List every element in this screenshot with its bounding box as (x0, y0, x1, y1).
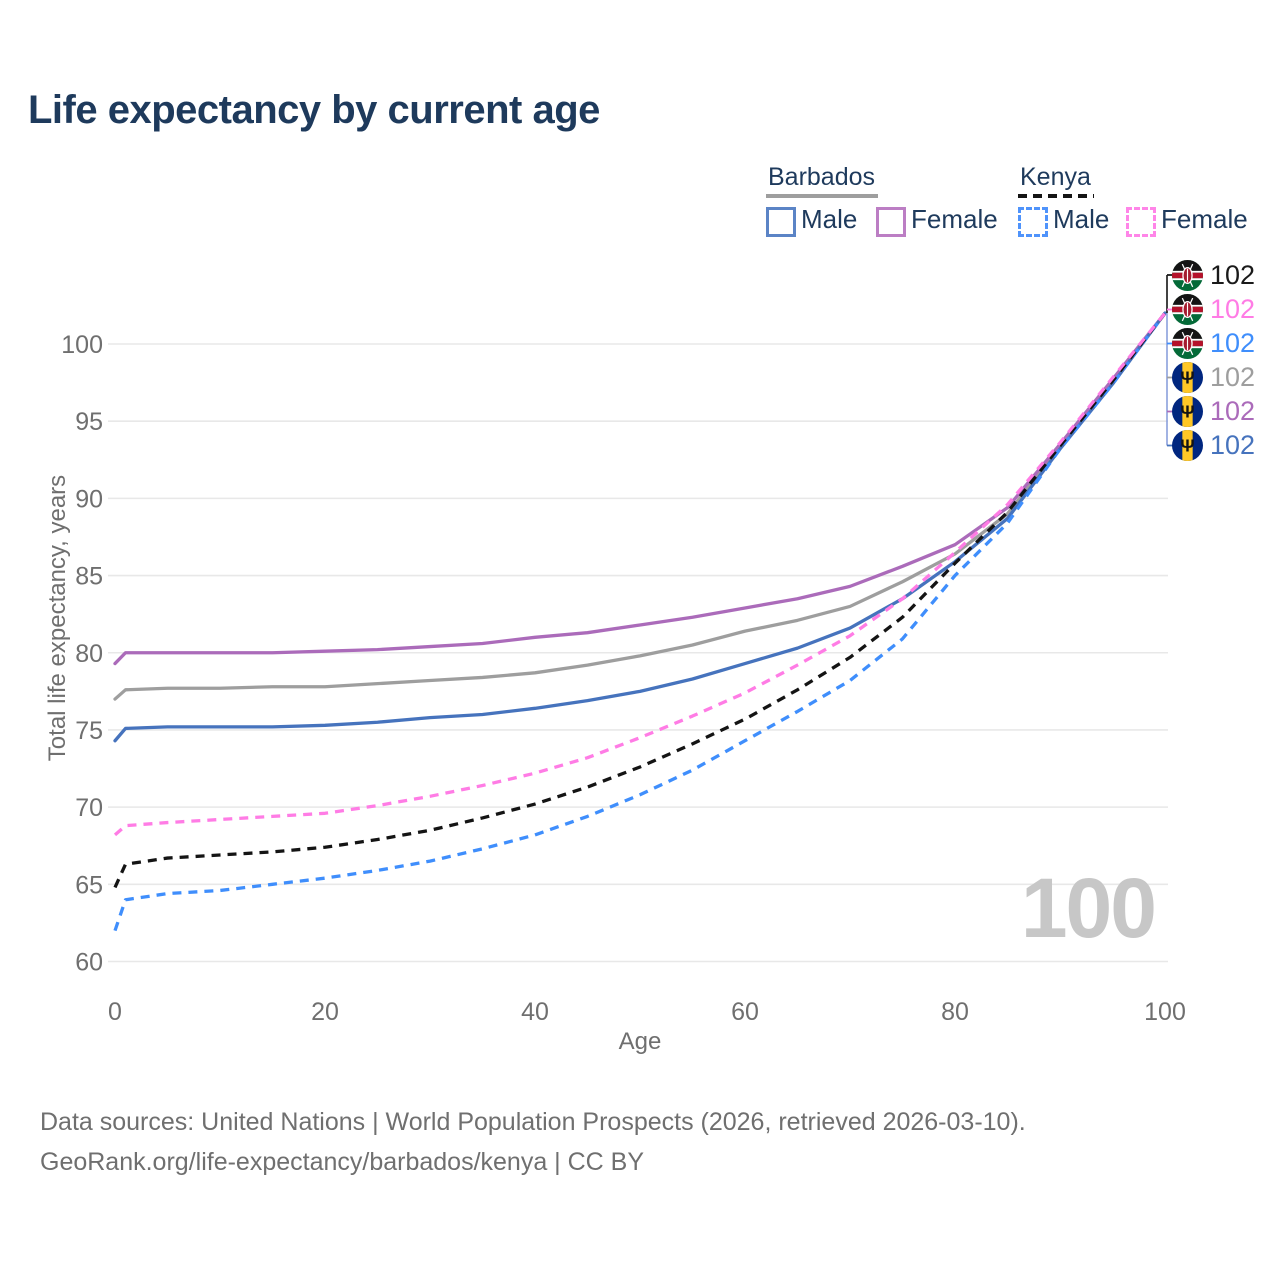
end-value: 102 (1210, 294, 1256, 324)
svg-text:65: 65 (75, 871, 103, 899)
svg-text:60: 60 (731, 998, 759, 1026)
legend-label-barbados-male[interactable]: Male (801, 204, 858, 234)
svg-text:20: 20 (311, 998, 339, 1026)
svg-text:90: 90 (75, 485, 103, 513)
end-value: 102 (1210, 259, 1256, 290)
svg-text:Ψ: Ψ (1180, 436, 1194, 456)
end-label-barbados-male: Ψ 102 (1172, 430, 1255, 462)
svg-text:40: 40 (521, 998, 549, 1026)
svg-text:80: 80 (75, 640, 103, 668)
svg-text:75: 75 (75, 717, 103, 745)
legend-swatch-kenya-male[interactable] (1018, 207, 1048, 237)
svg-text:80: 80 (941, 998, 969, 1026)
legend-swatch-barbados-male[interactable] (766, 207, 796, 237)
end-label-barbados-female: Ψ 102 (1172, 396, 1255, 428)
svg-text:70: 70 (75, 794, 103, 822)
end-label-kenya-female: 102 (1172, 294, 1255, 326)
barbados-flag-icon: Ψ (1172, 362, 1203, 393)
legend-group-kenya: Kenya (1020, 163, 1091, 191)
attribution-link[interactable]: GeoRank.org/life-expectancy/barbados/ken… (40, 1148, 645, 1176)
barbados-flag-icon: Ψ (1172, 430, 1203, 461)
svg-text:Ψ: Ψ (1180, 368, 1194, 388)
data-sources-text: Data sources: United Nations | World Pop… (40, 1108, 1026, 1136)
x-axis-title: Age (618, 1028, 662, 1055)
svg-text:100: 100 (61, 331, 103, 359)
end-label-kenya-male: 102 (1172, 328, 1255, 360)
end-label-barbados-total: Ψ 102 (1172, 362, 1255, 394)
svg-text:95: 95 (75, 408, 103, 436)
end-value: 102 (1210, 328, 1256, 358)
legend-underline-solid (766, 194, 878, 198)
kenya-flag-icon (1172, 294, 1203, 325)
legend-label-kenya-female[interactable]: Female (1161, 204, 1248, 234)
legend-underline-dashed (1018, 194, 1094, 198)
legend-label-barbados-female[interactable]: Female (911, 204, 998, 234)
barbados-flag-icon: Ψ (1172, 396, 1203, 427)
legend-label-kenya-male[interactable]: Male (1053, 204, 1110, 234)
end-value: 102 (1210, 362, 1256, 392)
end-label-kenya-total: 102 (1172, 259, 1255, 291)
legend-group-barbados: Barbados (768, 163, 876, 191)
svg-text:60: 60 (75, 949, 103, 977)
end-value: 102 (1210, 396, 1256, 426)
kenya-flag-icon (1172, 328, 1203, 359)
age-watermark: 100 (1020, 861, 1157, 955)
end-value: 102 (1210, 430, 1256, 460)
page-title: Life expectancy by current age (28, 88, 600, 132)
svg-text:Ψ: Ψ (1180, 402, 1194, 422)
svg-text:85: 85 (75, 563, 103, 591)
svg-text:100: 100 (1144, 998, 1186, 1026)
svg-text:0: 0 (108, 998, 122, 1026)
legend-swatch-kenya-female[interactable] (1126, 207, 1156, 237)
legend-swatch-barbados-female[interactable] (876, 207, 906, 237)
kenya-flag-icon (1172, 259, 1203, 291)
